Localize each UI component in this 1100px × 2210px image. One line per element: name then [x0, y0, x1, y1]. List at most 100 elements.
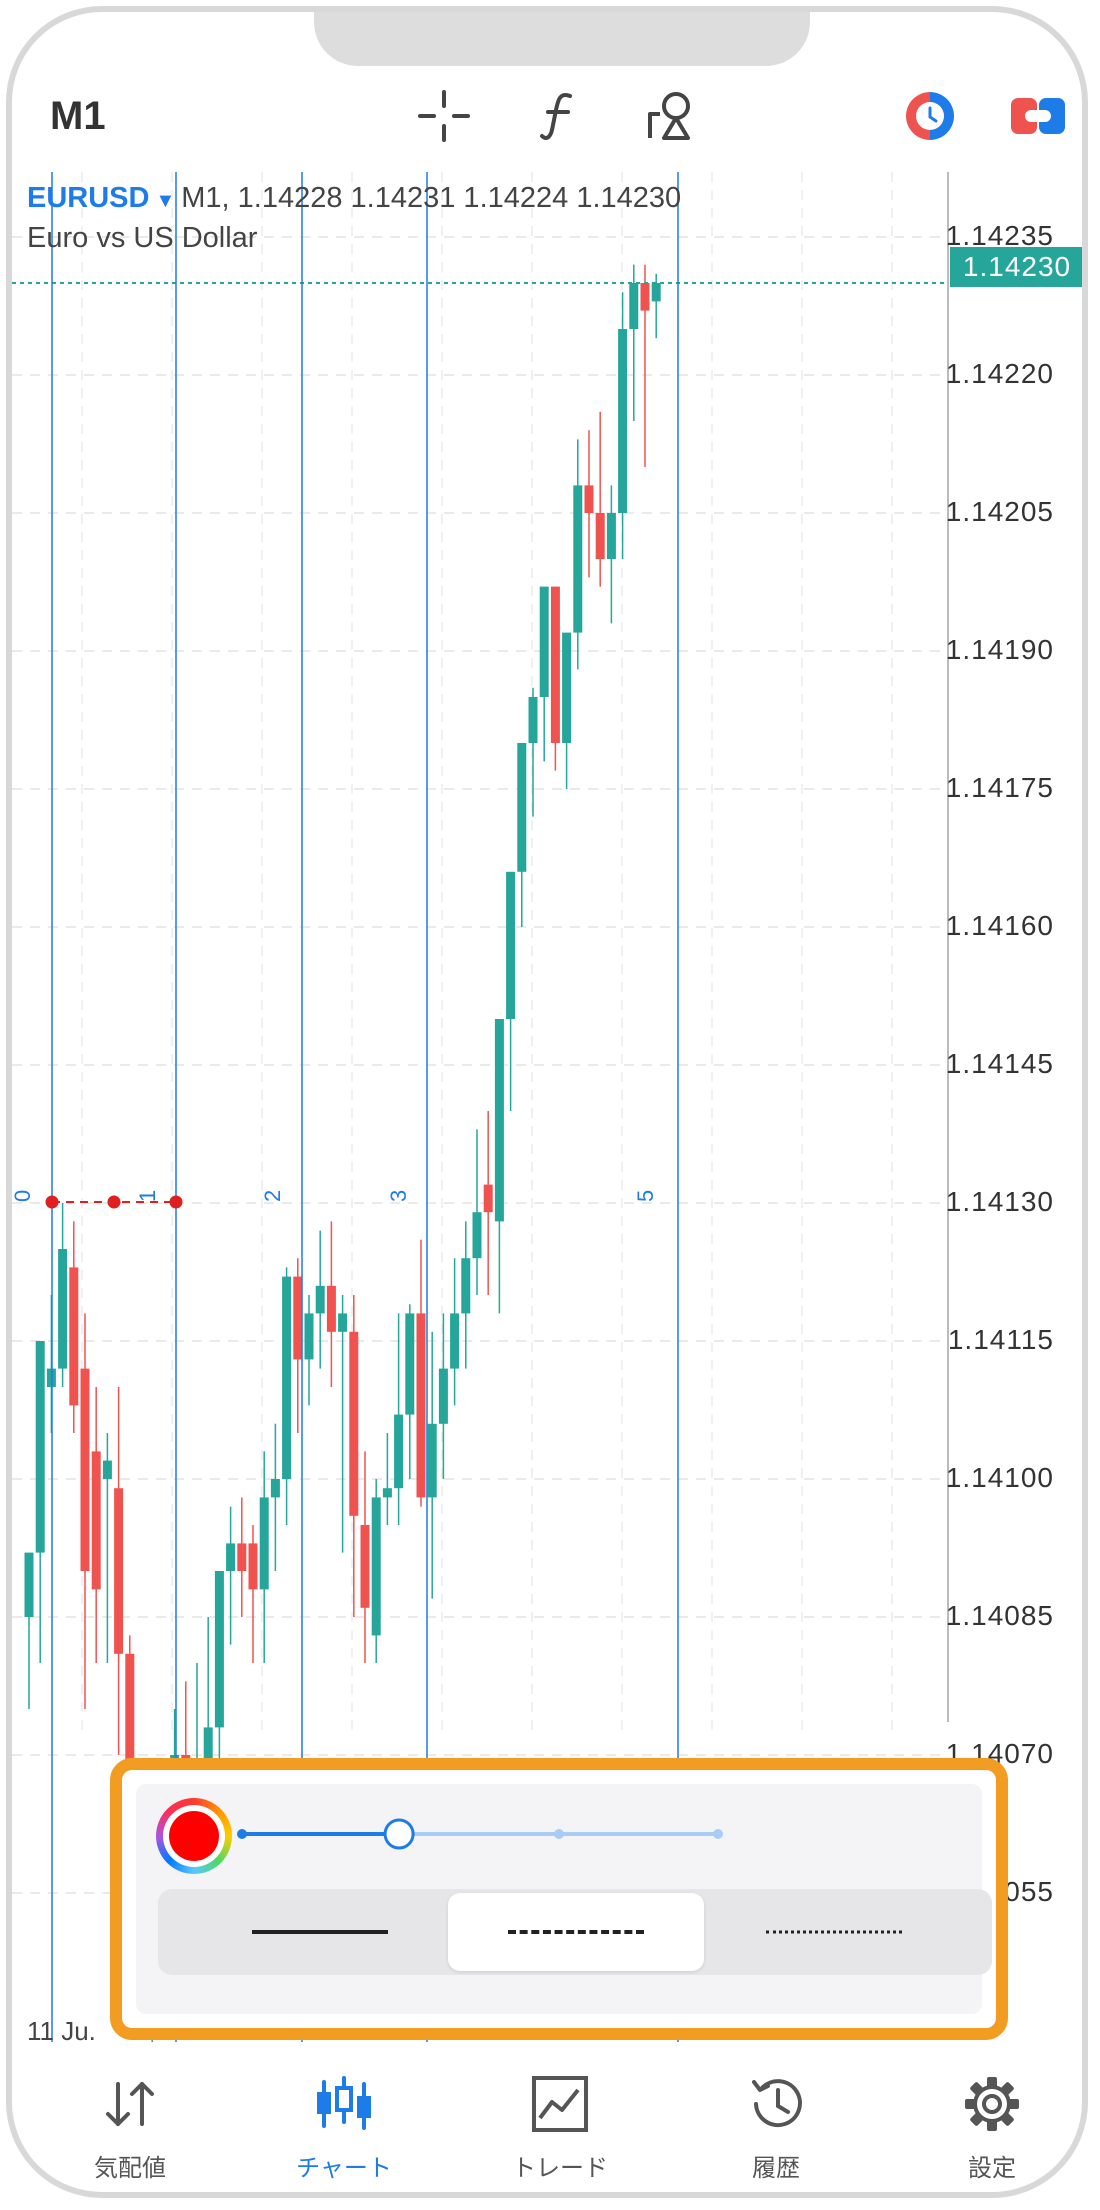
crosshair-icon[interactable]: [414, 86, 474, 146]
candle-body: [450, 1313, 460, 1369]
line-style-panel: [110, 1758, 1008, 2040]
price-scale-label: 1.14190: [945, 634, 1054, 665]
candle-body: [483, 1184, 493, 1213]
line-width-slider[interactable]: [236, 1814, 726, 1854]
nav-chart[interactable]: チャート: [254, 2042, 434, 2192]
candle-body: [494, 1019, 504, 1222]
candle-body: [24, 1552, 34, 1617]
candle-body: [562, 632, 572, 743]
symbol-info: EURUSD ▼ M1, 1.14228 1.14231 1.14224 1.142…: [27, 182, 681, 215]
candle-body: [304, 1313, 314, 1360]
timeframe-button[interactable]: M1: [50, 94, 106, 138]
chart-area[interactable]: 0 1 2 3 5 EURUSD ▼ M1, 1.14228 1.14231 1.14224…: [12, 172, 1082, 2046]
candle-body: [226, 1543, 236, 1571]
nav-label: チャート: [296, 2155, 392, 2182]
candle-body: [550, 586, 560, 743]
candlestick-chart[interactable]: 0 1 2 3 5: [12, 172, 1088, 2042]
fibo-time-label: 1: [135, 1190, 160, 1202]
price-scale-label: 1.14175: [945, 772, 1054, 803]
fibo-time-label: 3: [386, 1190, 411, 1202]
candle-body: [506, 871, 516, 1019]
candle-body: [517, 743, 527, 872]
fibo-time-label: 5: [633, 1190, 658, 1202]
candle-body: [69, 1267, 79, 1406]
ohlc-info: M1, 1.14228 1.14231 1.14224 1.14230: [181, 182, 682, 214]
price-scale-label: 1.14115: [947, 1324, 1054, 1355]
date-label: 11 Ju.: [27, 2016, 96, 2046]
trade-icon: [532, 2076, 588, 2132]
candle-body: [58, 1249, 68, 1369]
nav-settings[interactable]: 設定: [902, 2042, 1082, 2192]
nav-quotes[interactable]: 気配値: [40, 2042, 220, 2192]
symbol-description: Euro vs US Dollar: [27, 222, 258, 254]
candle-body: [573, 485, 583, 633]
price-scale-label: 1.14085: [945, 1600, 1054, 1631]
candle-body: [394, 1414, 404, 1489]
symbol-dropdown-icon[interactable]: ▼: [155, 190, 176, 212]
symbol-name[interactable]: EURUSD: [27, 182, 150, 214]
price-scale-label: 1.14235: [945, 220, 1054, 251]
fibo-time-label: 2: [260, 1190, 285, 1202]
candle-body: [371, 1497, 381, 1636]
account-icon[interactable]: [1008, 86, 1068, 146]
candle-body: [349, 1331, 359, 1516]
candle-body: [91, 1451, 101, 1590]
candle-body: [584, 485, 594, 513]
candle-body: [595, 513, 605, 559]
price-scale-label: 1.14160: [945, 910, 1054, 941]
anchor-point: [45, 1195, 59, 1209]
candle-body: [326, 1285, 336, 1332]
line-style-dashed[interactable]: [448, 1893, 704, 1971]
one-click-trading-icon[interactable]: [900, 86, 960, 146]
line-style-panel-inner: [136, 1784, 992, 2014]
candle-body: [618, 329, 628, 513]
price-scale-label: 055: [1004, 1876, 1054, 1907]
line-style-dotted[interactable]: [706, 1893, 962, 1971]
candle-body: [114, 1488, 124, 1654]
nav-trade[interactable]: トレード: [470, 2042, 650, 2192]
candle-body: [651, 283, 661, 302]
line-style-solid[interactable]: [192, 1893, 448, 1971]
slider-knob[interactable]: [383, 1818, 415, 1850]
candle-body: [528, 697, 538, 743]
bottom-nav: 気配値 チャート トレード: [12, 2042, 1082, 2192]
settings-icon: [965, 2077, 1019, 2131]
nav-label: 気配値: [94, 2155, 166, 2182]
function-icon[interactable]: [530, 86, 590, 146]
nav-label: 設定: [968, 2155, 1016, 2182]
anchor-point: [107, 1195, 121, 1209]
objects-icon[interactable]: [640, 86, 700, 146]
candle-body: [427, 1423, 437, 1498]
candle-body: [416, 1313, 426, 1498]
color-picker-button[interactable]: [156, 1798, 232, 1874]
nav-history[interactable]: 履歴: [686, 2042, 866, 2192]
candle-body: [606, 513, 616, 559]
price-scale-label: 1.14100: [945, 1462, 1054, 1493]
candle-body: [461, 1258, 471, 1314]
price-scale-label: 1.14205: [945, 496, 1054, 527]
anchor-point: [169, 1195, 183, 1209]
candle-body: [438, 1368, 448, 1424]
candle-body: [539, 586, 549, 697]
chart-toolbar: M1: [12, 72, 1082, 182]
candle-body: [80, 1368, 90, 1571]
candle-body: [293, 1276, 303, 1360]
price-scale-label: 1.14130: [945, 1186, 1054, 1217]
candle-body: [405, 1313, 415, 1415]
candle-body: [35, 1341, 45, 1553]
fibo-time-label: 0: [12, 1190, 35, 1202]
notch: [314, 12, 810, 66]
candle-body: [629, 283, 639, 329]
candle-body: [214, 1571, 224, 1728]
candle-body: [125, 1653, 135, 1847]
candle-body: [203, 1727, 213, 1774]
price-scale-label: 1.14145: [945, 1048, 1054, 1079]
selected-color-swatch: [169, 1811, 219, 1861]
price-scale-label: 1.14220: [945, 358, 1054, 389]
candle-body: [102, 1460, 112, 1479]
nav-label: 履歴: [752, 2155, 800, 2182]
nav-label: トレード: [512, 2155, 608, 2182]
candle-body: [315, 1285, 325, 1314]
history-icon: [752, 2079, 802, 2128]
line-style-selector: [158, 1889, 992, 1975]
